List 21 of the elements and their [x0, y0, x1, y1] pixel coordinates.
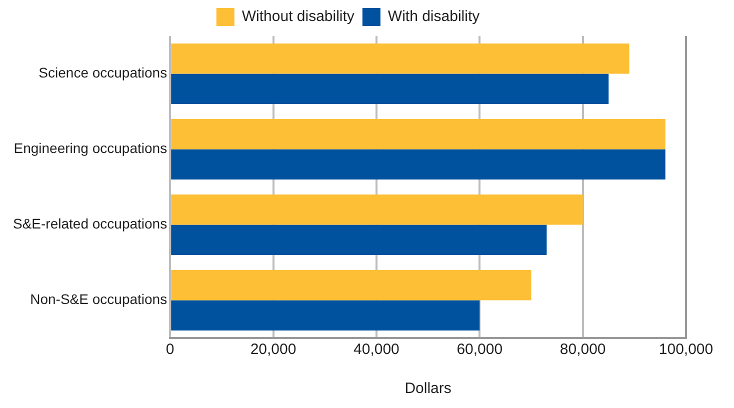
y-tick-label: Non-S&E occupations: [30, 291, 168, 308]
bar: [171, 149, 666, 180]
x-tick-label: 40,000: [354, 341, 400, 358]
legend-label: With disability: [388, 8, 480, 26]
bar: [171, 270, 532, 300]
bar: [171, 119, 666, 150]
x-tick-label: 100,000: [658, 341, 714, 358]
bar: [171, 44, 630, 74]
bar: [171, 74, 609, 104]
legend-label: Without disability: [242, 8, 355, 26]
x-tick-label: 20,000: [250, 341, 296, 358]
y-tick-label: Engineering occupations: [14, 140, 168, 156]
y-tick-label: Science occupations: [38, 64, 168, 81]
bar: [171, 194, 583, 225]
x-tick-label: 80,000: [560, 341, 606, 358]
bar: [171, 300, 480, 330]
x-axis-title: Dollars: [404, 380, 452, 398]
y-tick-label: S&E-related occupations: [12, 216, 168, 232]
x-tick-label: 60,000: [456, 341, 503, 358]
x-tick-label: 0: [166, 341, 174, 358]
bar: [171, 224, 547, 255]
